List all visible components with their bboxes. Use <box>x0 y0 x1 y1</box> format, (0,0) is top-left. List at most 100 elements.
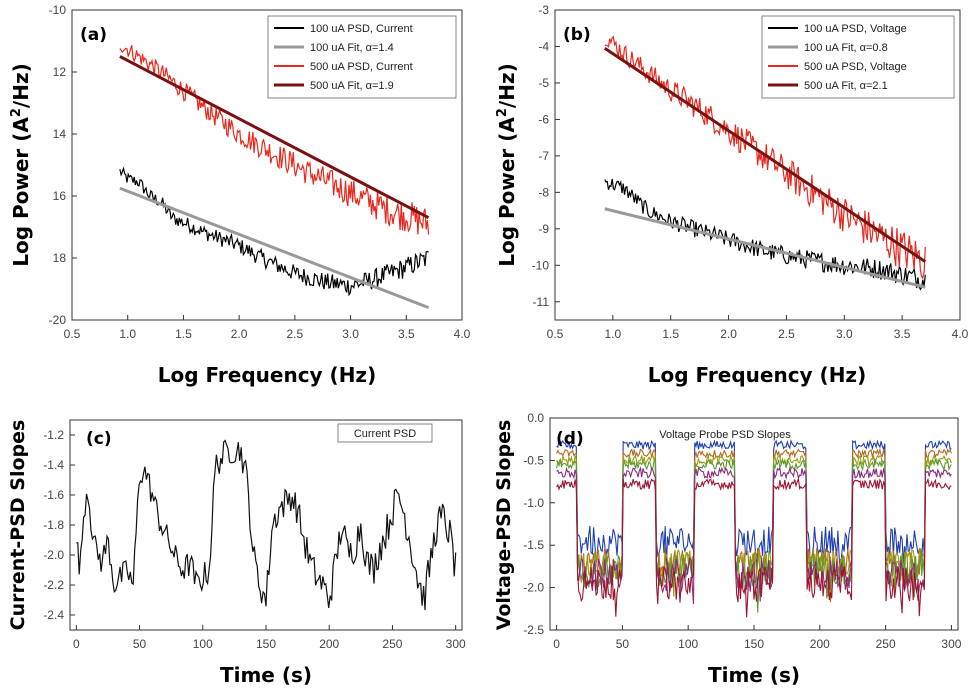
b-xtick-label-1: 1.0 <box>605 327 622 341</box>
legend-label-a-2: 500 uA PSD, Current <box>310 61 413 73</box>
panel-d-label: (d) <box>556 429 584 449</box>
b-ytick-label-4: -7 <box>538 149 549 163</box>
b-xtick-label-6: 3.5 <box>894 327 911 341</box>
b-ytick-label-8: -11 <box>533 295 550 309</box>
b-ytick-label-6: -9 <box>538 222 549 236</box>
d-ytick-label-2: -1.0 <box>523 496 544 510</box>
b-xtick-label-5: 3.0 <box>836 327 853 341</box>
panel-c-xlabel: Time (s) <box>220 663 312 687</box>
c-ytick-label-2: -1.6 <box>43 488 64 502</box>
c-ytick-label-6: -2.4 <box>43 608 64 622</box>
c-xtick-label-6: 300 <box>446 637 466 651</box>
panel-b-ylabel-tail: /Hz) <box>495 63 519 108</box>
legend-label-b-3: 500 uA Fit, α=2.1 <box>804 80 888 92</box>
legend-label-a-1: 100 uA Fit, α=1.4 <box>310 42 394 54</box>
panel-c-legend: Current PSD <box>337 423 433 443</box>
d-xtick-label-1: 50 <box>616 637 630 651</box>
a-series-2 <box>119 45 430 235</box>
legend-label-a-0: 100 uA PSD, Current <box>310 23 413 35</box>
panel-a-ylabel: Log Power (A2/Hz) <box>9 63 33 267</box>
panel-b-series <box>603 35 927 291</box>
a-ytick-label-3: 16 <box>53 189 67 203</box>
panel-a-ticks: 0.5 1.0 1.5 2.0 2.5 3.0 3.5 4.0 -10 12 14 16 18 -20 <box>49 3 471 341</box>
c-ytick-label-3: -1.8 <box>43 518 64 532</box>
b-xtick-label-2: 1.5 <box>662 327 679 341</box>
panel-a: 0.5 1.0 1.5 2.0 2.5 3.0 3.5 4.0 -10 12 14 16 18 -20 (… <box>9 3 471 387</box>
a-xtick-label-5: 3.0 <box>342 327 359 341</box>
panel-a-label: (a) <box>80 25 107 45</box>
d-xtick-label-4: 200 <box>810 637 830 651</box>
a-xtick-label-3: 2.0 <box>231 327 248 341</box>
b-ytick-label-3: -6 <box>538 112 549 126</box>
c-xtick-label-0: 0 <box>73 637 80 651</box>
panel-c-legend-box <box>337 423 433 443</box>
c-ytick-label-0: -1.2 <box>43 428 64 442</box>
panel-c-series <box>76 439 457 611</box>
panel-a-ylabel-main: Log Power (A <box>9 117 33 267</box>
a-ytick-label-4: 18 <box>53 251 67 265</box>
a-xtick-label-7: 4.0 <box>454 327 471 341</box>
d-ytick-label-0: 0.0 <box>527 411 544 425</box>
panel-b-ticks: 0.5 1.0 1.5 2.0 2.5 3.0 3.5 4.0 -3 -4 -5 -6 -7 -8 -9 -1… <box>532 3 969 341</box>
panel-c: 0 50 100 150 200 250 300 -1.2 -1.4 -1.6 -1.8 -2.0 -2… <box>7 419 466 687</box>
d-ytick-label-5: -2.5 <box>523 623 544 637</box>
d-series-5 <box>556 477 952 618</box>
b-series-0 <box>604 178 926 291</box>
a-ytick-label-5: -20 <box>49 313 67 327</box>
d-ytick-label-1: -0.5 <box>523 453 544 467</box>
b-xtick-label-0: 0.5 <box>547 327 564 341</box>
panel-a-xlabel: Log Frequency (Hz) <box>158 363 376 387</box>
panel-d-title: Voltage Probe PSD Slopes <box>659 429 791 441</box>
b-fit-1 <box>604 207 926 289</box>
panel-a-series <box>119 45 430 309</box>
panel-a-ylabel-sup: 2 <box>9 108 24 117</box>
c-ytick-label-4: -2.0 <box>43 548 64 562</box>
a-xtick-label-1: 1.0 <box>119 327 136 341</box>
b-xtick-label-3: 2.0 <box>720 327 737 341</box>
panel-b-ylabel: Log Power (A2/Hz) <box>495 63 519 267</box>
b-ytick-label-0: -3 <box>538 3 549 17</box>
a-ytick-label-2: 14 <box>53 127 67 141</box>
b-fit-3 <box>603 47 927 263</box>
b-series-2 <box>604 35 926 280</box>
c-ytick-label-5: -2.2 <box>43 578 64 592</box>
d-xtick-label-2: 100 <box>678 637 698 651</box>
a-xtick-label-0: 0.5 <box>64 327 81 341</box>
d-ytick-label-3: -1.5 <box>523 538 544 552</box>
a-xtick-label-2: 1.5 <box>175 327 192 341</box>
a-fit-3 <box>119 55 430 220</box>
d-xtick-label-3: 150 <box>744 637 764 651</box>
legend-label-c-0: Current PSD <box>354 428 416 440</box>
c-ytick-label-1: -1.4 <box>43 458 64 472</box>
panel-b-ylabel-main: Log Power (A <box>495 117 519 267</box>
d-xtick-label-0: 0 <box>553 637 560 651</box>
panel-d: 0 50 100 150 200 250 300 0.0 -0.5 -1.0 -1.5 -2.0 -2.… <box>493 411 962 687</box>
panel-d-ticks: 0 50 100 150 200 250 300 0.0 -0.5 -1.0 -1.5 -2.0 -2.… <box>523 411 961 651</box>
panel-b: 0.5 1.0 1.5 2.0 2.5 3.0 3.5 4.0 -3 -4 -5 -6 -7 -8 -9 -1… <box>495 3 969 387</box>
d-xtick-label-5: 250 <box>876 637 896 651</box>
c-series-0 <box>76 439 457 611</box>
c-xtick-label-5: 250 <box>382 637 402 651</box>
panel-a-legend: 100 uA PSD, Current 100 uA Fit, α=1.4 50… <box>267 15 457 99</box>
legend-label-a-3: 500 uA Fit, α=1.9 <box>310 80 394 92</box>
panel-c-label: (c) <box>86 429 112 449</box>
a-xtick-label-6: 3.5 <box>398 327 415 341</box>
d-ytick-label-4: -2.0 <box>523 581 544 595</box>
b-ytick-label-7: -10 <box>532 258 550 272</box>
panel-c-ticks: 0 50 100 150 200 250 300 -1.2 -1.4 -1.6 -1.8 -2.0 -2… <box>43 428 466 651</box>
panel-d-series <box>556 438 952 618</box>
b-xtick-label-7: 4.0 <box>952 327 969 341</box>
panel-a-ylabel-tail: /Hz) <box>9 63 33 108</box>
b-ytick-label-1: -4 <box>538 39 549 53</box>
c-xtick-label-1: 50 <box>133 637 147 651</box>
a-xtick-label-4: 2.5 <box>287 327 304 341</box>
a-series-0 <box>119 166 429 297</box>
b-xtick-label-4: 2.5 <box>778 327 795 341</box>
c-xtick-label-2: 100 <box>193 637 213 651</box>
panel-b-legend: 100 uA PSD, Voltage 100 uA Fit, α=0.8 50… <box>761 15 955 99</box>
panel-b-ylabel-sup: 2 <box>495 108 510 117</box>
panel-b-label: (b) <box>563 25 591 45</box>
panel-c-ylabel: Current-PSD Slopes <box>7 420 29 631</box>
legend-label-b-0: 100 uA PSD, Voltage <box>804 23 907 35</box>
